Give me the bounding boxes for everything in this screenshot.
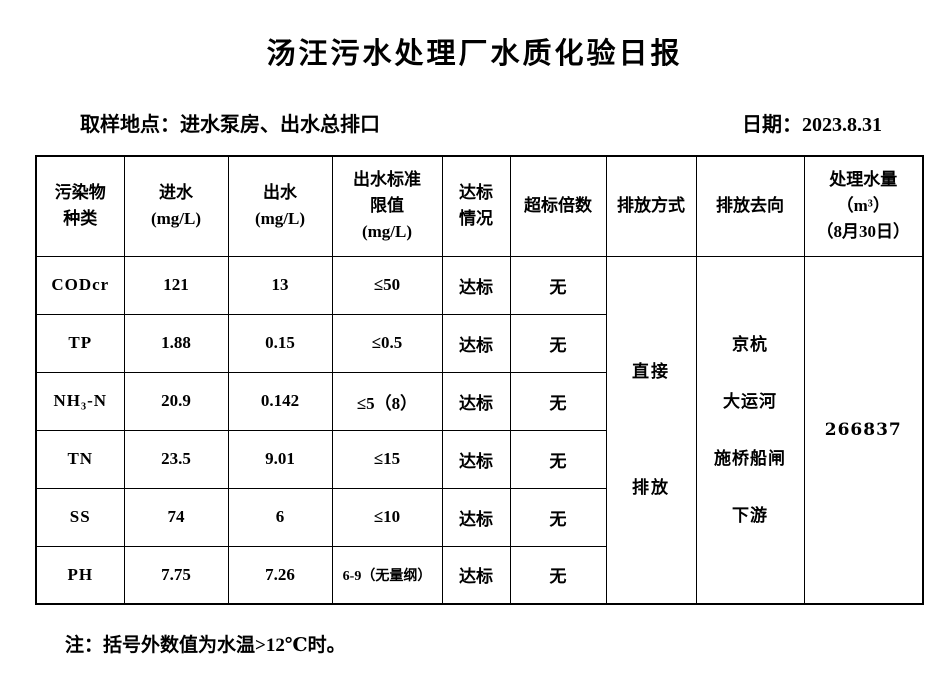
table-row-tp: TP 1.88 0.15 ≤0.5 达标 无 (35, 313, 923, 373)
cell-inflow: 20.9 (123, 371, 229, 431)
cell-outflow: 6 (227, 487, 333, 547)
cell-exceed: 无 (509, 313, 607, 373)
cell-compliance: 达标 (441, 429, 511, 489)
cell-pollutant: NH₃-N (35, 371, 125, 431)
table-header-row: 污染物 种类 进水 (mg/L) 出水 (mg/L) 出水标准 限值 (mg/L… (35, 155, 924, 257)
cell-pollutant: TN (35, 429, 125, 489)
header-pollutant-type: 污染物 种类 (35, 155, 125, 257)
cell-treated-volume: 266837 (803, 255, 924, 605)
cell-outflow: 9.01 (227, 429, 333, 489)
cell-compliance: 达标 (441, 487, 511, 547)
cell-limit: ≤5（8） (331, 371, 443, 431)
water-quality-table: 污染物 种类 进水 (mg/L) 出水 (mg/L) 出水标准 限值 (mg/L… (35, 155, 924, 605)
header-outflow: 出水 (mg/L) (227, 155, 333, 257)
header-exceed-multiple: 超标倍数 (509, 155, 607, 257)
cell-limit: ≤10 (331, 487, 443, 547)
cell-exceed: 无 (509, 429, 607, 489)
cell-outflow: 0.142 (227, 371, 333, 431)
cell-exceed: 无 (509, 255, 607, 315)
cell-exceed: 无 (509, 545, 607, 605)
header-discharge-mode: 排放方式 (605, 155, 697, 257)
cell-pollutant: TP (35, 313, 125, 373)
footnote: 注：括号外数值为水温>12℃时。 (65, 635, 346, 656)
header-discharge-destination: 排放去向 (695, 155, 805, 257)
cell-compliance: 达标 (441, 255, 511, 315)
cell-limit: ≤50 (331, 255, 443, 315)
table-row-ph: PH 7.75 7.26 6-9（无量纲） 达标 无 (35, 545, 923, 605)
cell-inflow: 1.88 (123, 313, 229, 373)
cell-inflow: 74 (123, 487, 229, 547)
cell-limit: ≤0.5 (331, 313, 443, 373)
cell-inflow: 121 (123, 255, 229, 315)
report-date-label: 日期：2023.8.31 (742, 114, 882, 136)
cell-inflow: 7.75 (123, 545, 229, 605)
cell-compliance: 达标 (441, 545, 511, 605)
sampling-location-label: 取样地点：进水泵房、出水总排口 (80, 114, 380, 136)
cell-inflow: 23.5 (123, 429, 229, 489)
header-compliance-status: 达标 情况 (441, 155, 511, 257)
cell-limit: 6-9（无量纲） (331, 545, 443, 605)
cell-compliance: 达标 (441, 313, 511, 373)
table-row-tn: TN 23.5 9.01 ≤15 达标 无 (35, 429, 923, 489)
cell-pollutant: CODcr (35, 255, 125, 315)
cell-exceed: 无 (509, 371, 607, 431)
cell-exceed: 无 (509, 487, 607, 547)
page-title: 汤汪污水处理厂水质化验日报 (266, 38, 683, 70)
cell-outflow: 0.15 (227, 313, 333, 373)
cell-compliance: 达标 (441, 371, 511, 431)
table-row-codcr: CODcr 121 13 ≤50 达标 无 直接 排放 京杭 大运河 施桥船闸 … (35, 255, 924, 605)
cell-outflow: 13 (227, 255, 333, 315)
cell-discharge-mode: 直接 排放 (605, 255, 697, 605)
info-row: 取样地点：进水泵房、出水总排口 日期：2023.8.31 (0, 108, 949, 137)
header-inflow: 进水 (mg/L) (123, 155, 229, 257)
cell-discharge-destination: 京杭 大运河 施桥船闸 下游 (695, 255, 805, 605)
header-outflow-limit: 出水标准 限值 (mg/L) (331, 155, 443, 257)
cell-pollutant: SS (35, 487, 125, 547)
table-row-nh3n: NH₃-N 20.9 0.142 ≤5（8） 达标 无 (35, 371, 923, 431)
cell-outflow: 7.26 (227, 545, 333, 605)
cell-pollutant: PH (35, 545, 125, 605)
header-treated-volume: 处理水量 （m³） （8月30日） (803, 155, 924, 257)
cell-limit: ≤15 (331, 429, 443, 489)
table-row-ss: SS 74 6 ≤10 达标 无 (35, 487, 923, 547)
